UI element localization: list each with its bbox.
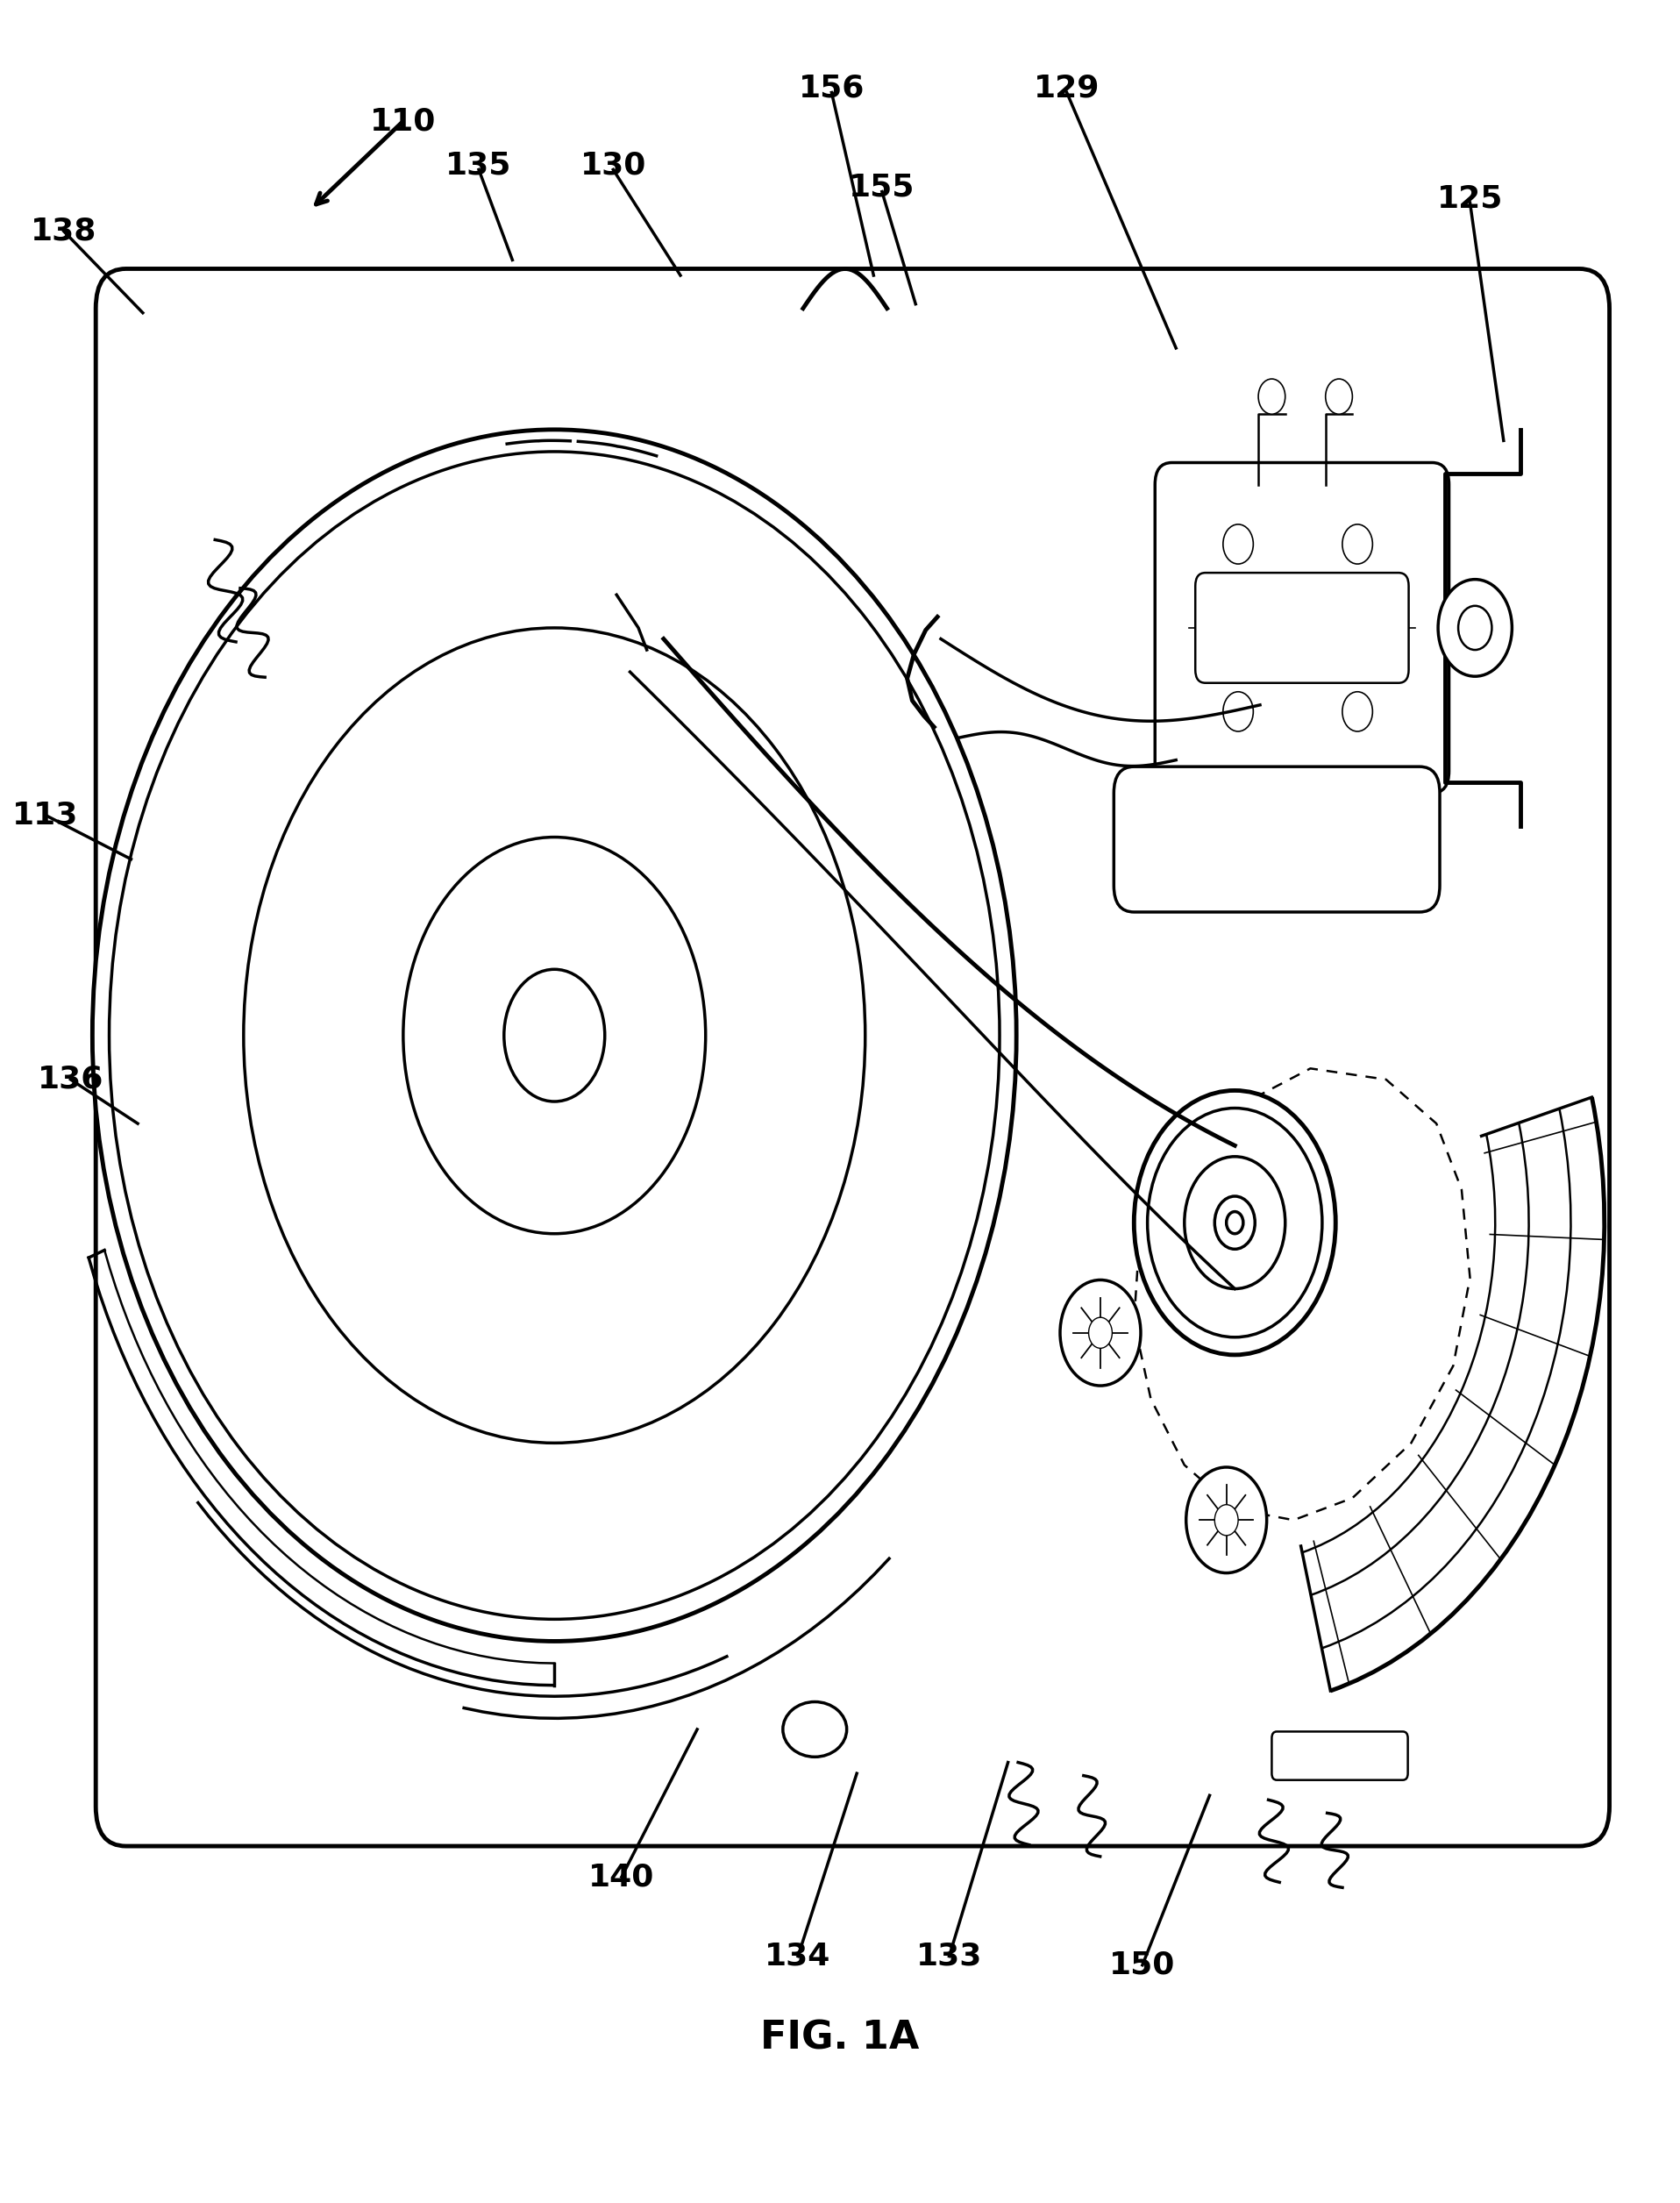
Circle shape [1215,1196,1255,1249]
Circle shape [1223,692,1253,731]
Circle shape [504,969,605,1102]
Text: 130: 130 [580,150,647,181]
Text: 129: 129 [1033,73,1100,104]
Circle shape [1060,1280,1141,1386]
Circle shape [1326,379,1352,414]
Circle shape [1215,1505,1238,1535]
Text: 155: 155 [848,172,916,203]
Circle shape [109,452,1000,1619]
Text: 133: 133 [916,1941,983,1972]
FancyBboxPatch shape [1196,573,1408,683]
FancyBboxPatch shape [1114,767,1440,912]
Text: 135: 135 [445,150,512,181]
Circle shape [403,837,706,1234]
Circle shape [1342,692,1373,731]
Text: 138: 138 [30,216,97,247]
Text: 136: 136 [37,1064,104,1095]
Circle shape [1458,606,1492,650]
Circle shape [92,430,1016,1641]
Text: 140: 140 [588,1862,655,1892]
Circle shape [1258,379,1285,414]
Circle shape [1134,1090,1336,1355]
FancyBboxPatch shape [96,269,1609,1846]
FancyBboxPatch shape [1154,463,1448,793]
Text: 110: 110 [370,106,437,137]
Text: 113: 113 [12,800,79,831]
Text: 134: 134 [764,1941,832,1972]
Circle shape [1147,1108,1322,1337]
Circle shape [1342,524,1373,564]
Text: 150: 150 [1109,1950,1176,1980]
Circle shape [1223,524,1253,564]
Circle shape [1089,1317,1112,1348]
Circle shape [1226,1212,1243,1234]
Circle shape [1438,579,1512,676]
Text: 156: 156 [798,73,865,104]
Circle shape [1184,1157,1285,1289]
Circle shape [244,628,865,1443]
Text: 125: 125 [1436,183,1504,214]
Ellipse shape [783,1701,847,1758]
Circle shape [1186,1467,1267,1573]
Text: FIG. 1A: FIG. 1A [761,2018,919,2058]
FancyBboxPatch shape [1272,1732,1408,1780]
